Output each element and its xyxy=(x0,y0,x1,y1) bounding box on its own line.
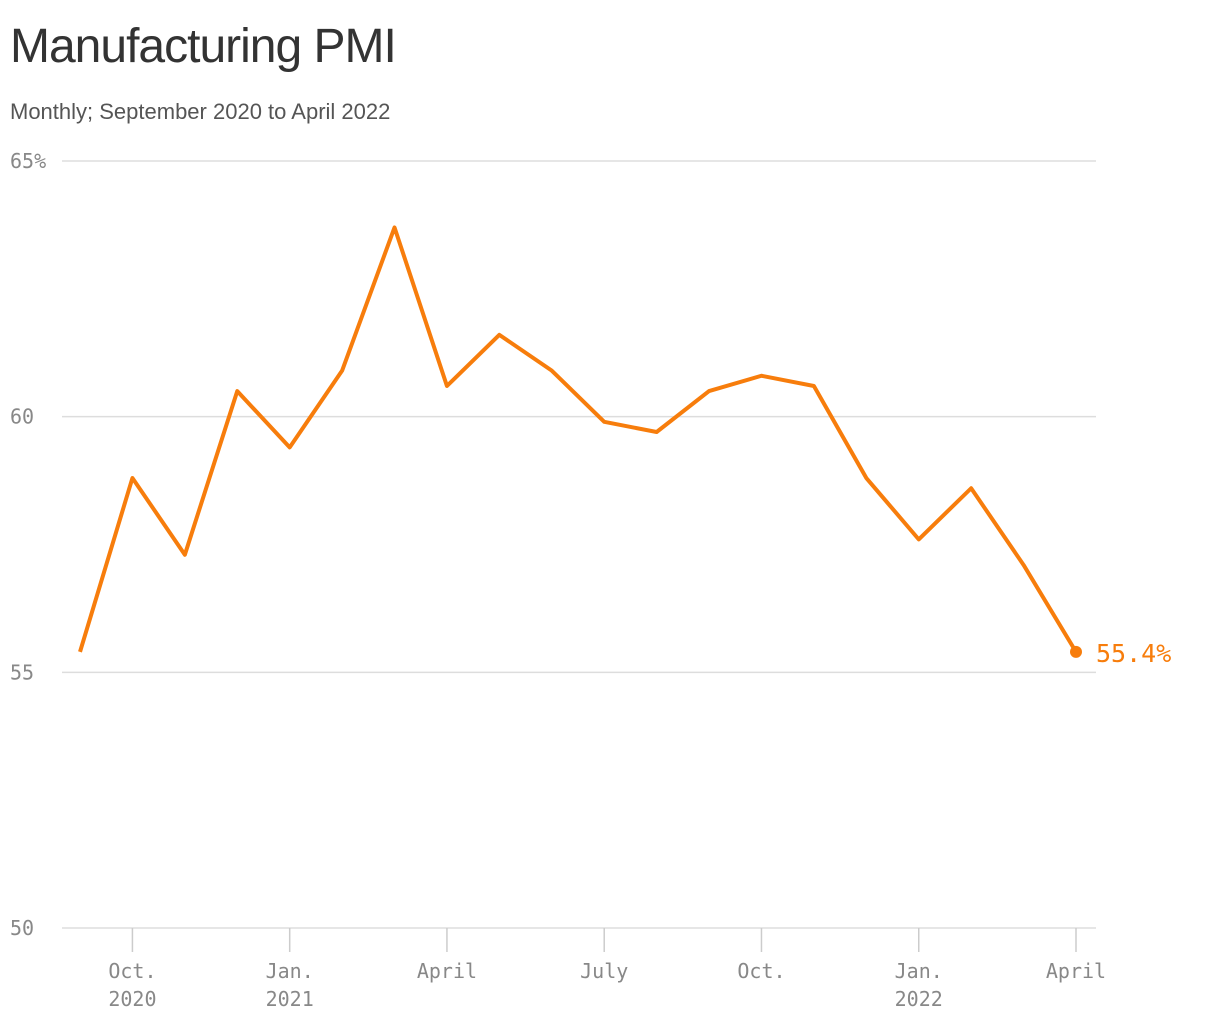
value-label: 55.4% xyxy=(1096,639,1171,668)
y-tick-label: 55 xyxy=(10,660,34,684)
y-tick-label: 65% xyxy=(10,149,46,173)
line xyxy=(78,225,1078,653)
x-tick-label: July xyxy=(580,959,628,983)
y-tick-label: 60 xyxy=(10,405,34,429)
x-tick-label: Oct. 2020 xyxy=(108,959,156,1011)
y-tick-label: 50 xyxy=(10,916,34,940)
end-point xyxy=(1070,645,1082,658)
x-tick-label: Jan. 2022 xyxy=(895,959,943,1011)
x-tick-label: Oct. xyxy=(737,959,785,983)
chart-title: Manufacturing PMI xyxy=(10,20,396,73)
x-tick-label: April xyxy=(417,959,477,983)
x-tick-label: April xyxy=(1046,959,1106,983)
x-tick-label: Jan. 2021 xyxy=(266,959,314,1011)
chart-subtitle: Monthly; September 2020 to April 2022 xyxy=(10,99,390,124)
